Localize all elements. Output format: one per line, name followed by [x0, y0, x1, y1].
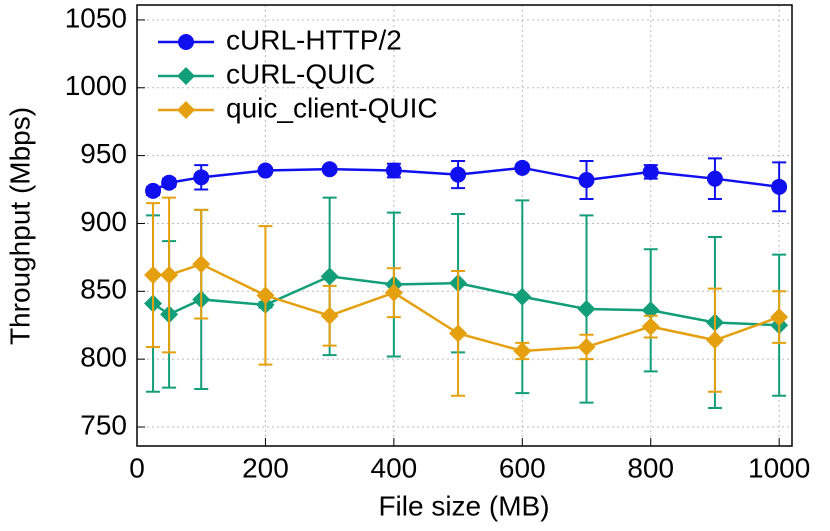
y-tick-label: 1000	[65, 70, 127, 101]
marker	[385, 162, 402, 179]
marker	[642, 163, 659, 180]
marker	[514, 159, 531, 176]
marker	[144, 266, 163, 285]
y-tick-label: 750	[80, 409, 127, 440]
marker	[256, 286, 275, 305]
marker	[257, 162, 274, 179]
marker	[193, 169, 210, 186]
y-tick-label: 850	[80, 274, 127, 305]
marker	[770, 308, 789, 327]
legend-marker	[177, 101, 195, 119]
legend-label: cURL-QUIC	[226, 58, 375, 89]
x-tick-label: 600	[499, 452, 546, 483]
marker	[320, 267, 339, 286]
x-axis-label: File size (MB)	[378, 490, 549, 521]
marker	[449, 324, 468, 343]
legend-marker	[177, 67, 195, 85]
marker	[450, 166, 467, 183]
y-tick-label: 900	[80, 206, 127, 237]
legend-marker	[178, 34, 194, 50]
marker	[705, 331, 724, 350]
marker	[513, 287, 532, 306]
marker	[320, 306, 339, 325]
legend-label: cURL-HTTP/2	[226, 24, 402, 55]
marker	[641, 317, 660, 336]
marker	[771, 178, 788, 195]
marker	[145, 182, 162, 199]
marker	[513, 342, 532, 361]
y-tick-label: 800	[80, 342, 127, 373]
marker	[384, 283, 403, 302]
legend-label: quic_client-QUIC	[226, 92, 438, 123]
marker	[578, 172, 595, 189]
series-line	[153, 262, 780, 353]
x-tick-label: 200	[242, 452, 289, 483]
marker	[321, 161, 338, 178]
y-tick-label: 1050	[65, 2, 127, 33]
marker	[706, 170, 723, 187]
marker	[577, 337, 596, 356]
x-tick-label: 1000	[748, 452, 810, 483]
x-tick-label: 800	[627, 452, 674, 483]
marker	[577, 299, 596, 318]
x-tick-label: 400	[371, 452, 418, 483]
x-tick-label: 0	[129, 452, 145, 483]
marker	[160, 266, 179, 285]
y-axis-label: Throughput (Mbps)	[4, 107, 35, 345]
marker	[161, 174, 178, 191]
plot-frame	[136, 4, 793, 447]
marker	[192, 255, 211, 274]
series-line	[152, 166, 780, 193]
y-tick-label: 950	[80, 138, 127, 169]
